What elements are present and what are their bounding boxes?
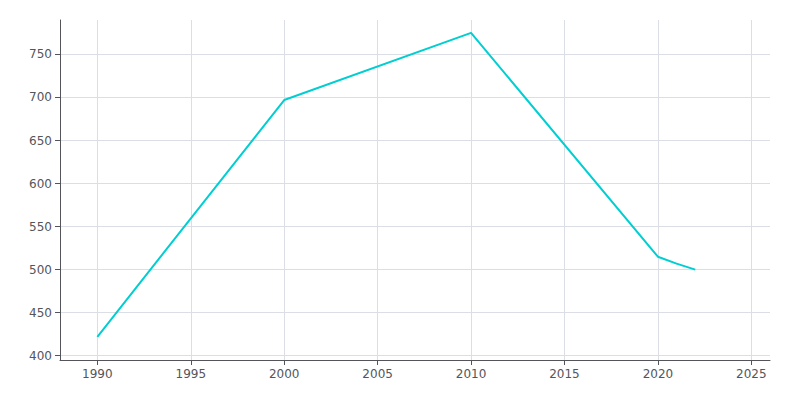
svg-text:700: 700 xyxy=(29,90,52,104)
svg-text:450: 450 xyxy=(29,306,52,320)
svg-text:2000: 2000 xyxy=(269,367,300,381)
svg-text:400: 400 xyxy=(29,349,52,363)
svg-text:1990: 1990 xyxy=(82,367,113,381)
svg-text:650: 650 xyxy=(29,134,52,148)
svg-text:2010: 2010 xyxy=(456,367,487,381)
svg-text:600: 600 xyxy=(29,177,52,191)
svg-text:2020: 2020 xyxy=(643,367,674,381)
svg-text:500: 500 xyxy=(29,263,52,277)
svg-text:2005: 2005 xyxy=(362,367,393,381)
svg-text:2025: 2025 xyxy=(736,367,767,381)
svg-text:1995: 1995 xyxy=(176,367,207,381)
svg-text:750: 750 xyxy=(29,47,52,61)
svg-text:2015: 2015 xyxy=(549,367,580,381)
svg-text:550: 550 xyxy=(29,220,52,234)
